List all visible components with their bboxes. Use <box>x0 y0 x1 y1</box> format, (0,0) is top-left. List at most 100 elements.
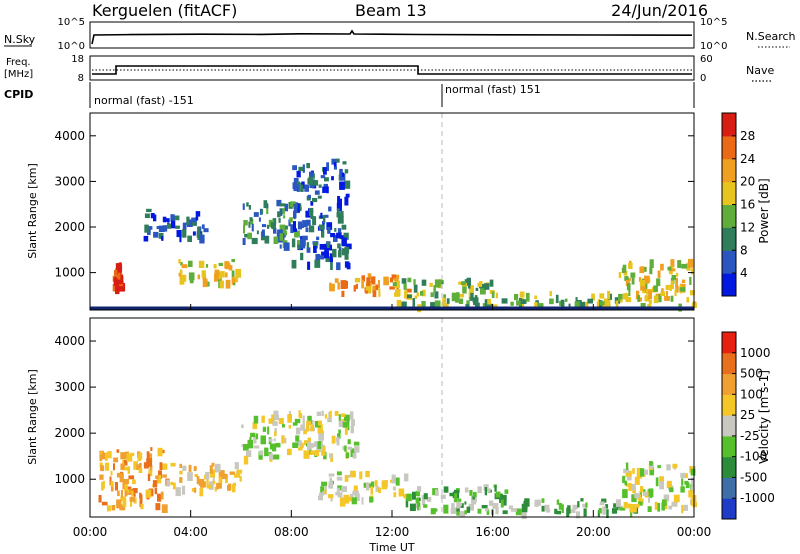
power-y-ticks: 4000 3000 2000 1000 <box>54 129 694 280</box>
data-cell <box>314 420 321 428</box>
data-cell <box>113 270 118 276</box>
data-cell <box>179 269 183 275</box>
data-cell <box>691 486 695 494</box>
data-cell <box>126 453 133 462</box>
data-cell <box>252 422 258 430</box>
velocity-plot-frame <box>89 317 695 518</box>
data-cell <box>412 491 416 500</box>
data-cell <box>344 169 349 174</box>
data-cell <box>618 272 622 278</box>
data-cell <box>314 259 321 268</box>
data-cell <box>640 303 646 310</box>
data-cell <box>136 464 142 470</box>
data-cell <box>336 476 343 481</box>
colorbar-tick-label: -25 <box>740 429 760 443</box>
data-cell <box>330 283 335 292</box>
data-cell <box>409 503 416 511</box>
data-cell <box>350 411 354 420</box>
data-cell <box>347 421 350 431</box>
data-cell <box>353 441 360 446</box>
data-cell <box>288 219 291 227</box>
data-cell <box>622 264 627 273</box>
data-cell <box>300 424 305 431</box>
data-cell <box>318 184 322 188</box>
data-cell <box>101 501 108 506</box>
data-cell <box>225 279 231 289</box>
data-cell <box>261 229 265 237</box>
data-cell <box>157 447 163 457</box>
data-cell <box>657 270 661 278</box>
data-cell <box>574 301 580 308</box>
data-cell <box>325 256 331 262</box>
data-cell <box>132 479 136 485</box>
data-cell <box>150 213 155 219</box>
data-cell <box>271 414 276 421</box>
data-cell <box>218 470 225 479</box>
data-cell <box>668 505 673 510</box>
colorbar-swatch <box>722 113 736 137</box>
data-cell <box>274 431 277 437</box>
colorbar-tick-label: -500 <box>740 470 767 484</box>
data-cell <box>688 490 693 498</box>
data-cell <box>120 452 126 460</box>
data-cell <box>669 268 676 272</box>
data-cell <box>500 499 504 508</box>
data-cell <box>679 287 686 292</box>
data-cell <box>122 481 125 490</box>
data-cell <box>435 508 438 512</box>
data-cell <box>451 292 458 302</box>
data-cell <box>215 463 221 473</box>
data-cell <box>137 451 141 458</box>
data-cell <box>622 489 628 499</box>
colorbar-swatch <box>722 250 736 274</box>
data-cell <box>283 215 286 219</box>
data-cell <box>324 489 327 495</box>
data-cell <box>313 180 319 186</box>
data-cell <box>391 474 396 484</box>
data-cell <box>170 214 175 222</box>
data-cell <box>631 504 637 513</box>
data-cell <box>636 503 640 508</box>
data-cell <box>554 508 558 514</box>
colorbar-tick-label: -1000 <box>740 491 775 505</box>
data-cell <box>336 471 342 476</box>
data-cell <box>273 410 279 416</box>
data-cell <box>144 224 149 233</box>
data-cell <box>597 299 601 303</box>
data-cell <box>337 228 342 234</box>
data-cell <box>599 501 605 506</box>
data-cell <box>404 473 409 482</box>
data-cell <box>330 497 333 502</box>
data-cell <box>625 462 629 470</box>
data-cell <box>263 200 268 208</box>
data-cell <box>407 277 412 283</box>
data-cell <box>310 424 314 432</box>
data-cell <box>248 221 251 228</box>
y-tick-label: 2000 <box>54 220 85 234</box>
nsky-tick-top: 10^5 <box>58 17 85 28</box>
data-cell <box>502 500 507 506</box>
data-cell <box>336 232 341 239</box>
data-cell <box>290 201 296 207</box>
data-cell <box>232 484 236 493</box>
data-cell <box>133 493 136 497</box>
data-cell <box>480 286 486 295</box>
data-cell <box>98 495 102 503</box>
data-cell <box>344 180 351 189</box>
data-cell <box>361 279 364 289</box>
velocity-y-ticks: 4000 3000 2000 1000 <box>54 334 694 486</box>
data-cell <box>248 205 251 210</box>
data-cell <box>637 295 641 302</box>
data-cell <box>314 441 320 447</box>
data-cell <box>449 492 455 497</box>
data-cell <box>537 499 541 506</box>
data-cell <box>660 263 664 271</box>
data-cell <box>119 286 125 292</box>
data-cell <box>122 498 127 507</box>
data-cell <box>247 439 253 449</box>
data-cell <box>440 494 446 499</box>
data-cell <box>421 495 424 503</box>
data-cell <box>341 172 344 177</box>
data-cell <box>394 292 398 297</box>
data-cell <box>192 222 197 226</box>
